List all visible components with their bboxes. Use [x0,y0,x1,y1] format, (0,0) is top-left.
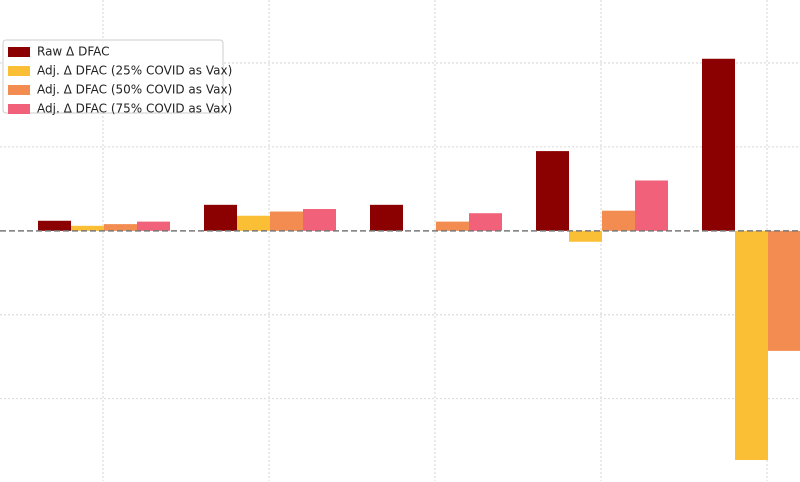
bar [569,230,602,242]
legend: Raw Δ DFAC Adj. Δ DFAC (25% COVID as Vax)… [2,39,232,116]
bar [436,221,469,231]
legend-swatch [8,104,30,114]
bar [768,230,800,351]
legend-label: Adj. Δ DFAC (25% COVID as Vax) [37,64,232,78]
legend-swatch [8,47,30,57]
bar [469,213,502,231]
legend-swatch [8,85,30,95]
bar [536,151,569,231]
legend-label: Adj. Δ DFAC (50% COVID as Vax) [37,83,232,97]
bar [38,220,71,231]
legend-swatch [8,66,30,76]
bar [71,225,104,231]
legend-label: Raw Δ DFAC [37,45,110,59]
bar [104,224,137,231]
bar [270,211,303,231]
bar [204,204,237,231]
legend-box [2,39,224,114]
bar [237,215,270,231]
bar [303,209,336,231]
bar [735,230,768,461]
legend-label: Adj. Δ DFAC (75% COVID as Vax) [37,102,232,116]
bar [137,221,170,231]
bar [602,210,635,231]
bar [702,58,735,231]
bar [635,180,668,231]
bar [370,204,403,231]
